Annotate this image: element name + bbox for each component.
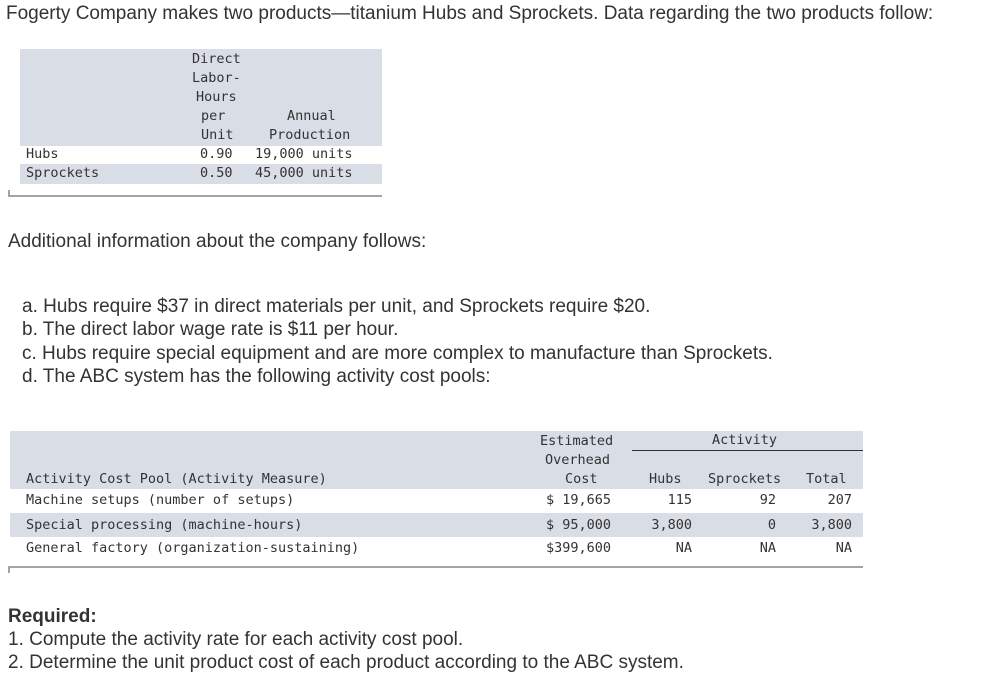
- pool-cost: $ 19,665: [546, 492, 612, 508]
- required-item: 2. Determine the unit product cost of ea…: [8, 652, 684, 673]
- table1-header-dlh-5: Unit: [201, 127, 234, 143]
- table1-header-annual-1: Annual: [287, 108, 336, 124]
- table1-row-production: 19,000 units: [255, 146, 353, 162]
- table1-row-band: [20, 164, 382, 184]
- note-item: b. The direct labor wage rate is $11 per…: [22, 319, 399, 340]
- table2-header-hubs: Hubs: [649, 471, 682, 487]
- table1-row-product: Hubs: [26, 146, 59, 162]
- note-item: a. Hubs require $37 in direct materials …: [22, 296, 651, 317]
- table1-header-dlh-3: Hours: [196, 89, 237, 105]
- pool-cost: $ 95,000: [546, 517, 612, 533]
- table1-header-dlh-4: per: [201, 108, 226, 124]
- table1-header-dlh-2: Labor-: [192, 70, 241, 86]
- pool-total: 3,800: [811, 517, 852, 533]
- table1-bottom-rule: [8, 195, 382, 197]
- table1-header-dlh-1: Direct: [192, 51, 241, 67]
- pool-hubs: 115: [667, 492, 692, 508]
- note-item: d. The ABC system has the following acti…: [22, 366, 491, 387]
- table1-row-dlh: 0.50: [200, 165, 233, 181]
- table2-header-band: [10, 431, 863, 489]
- pool-total: 207: [827, 492, 852, 508]
- table2-bottom-rule: [8, 566, 863, 568]
- pool-hubs: 3,800: [651, 517, 692, 533]
- additional-info-text: Additional information about the company…: [8, 231, 427, 252]
- pool-hubs: NA: [675, 540, 692, 556]
- pool-name: Machine setups (number of setups): [26, 492, 295, 508]
- table1-header-band: [20, 49, 382, 146]
- pool-total: NA: [835, 540, 852, 556]
- table2-header-total: Total: [806, 471, 847, 487]
- note-item: c. Hubs require special equipment and ar…: [22, 343, 773, 364]
- required-item: 1. Compute the activity rate for each ac…: [8, 629, 464, 650]
- table1-row-product: Sprockets: [26, 165, 100, 181]
- pool-cost: $399,600: [546, 540, 612, 556]
- table1-row-dlh: 0.90: [200, 146, 233, 162]
- pool-sprockets: 92: [759, 492, 776, 508]
- intro-text: Fogerty Company makes two products—titan…: [6, 3, 934, 24]
- pool-sprockets: 0: [767, 517, 776, 533]
- table2-header-estimated-3: Cost: [565, 471, 598, 487]
- pool-name: Special processing (machine-hours): [26, 517, 303, 533]
- table2-header-activity: Activity: [712, 432, 778, 448]
- table1-header-annual-2: Production: [269, 127, 351, 143]
- activity-header-rule: [632, 450, 863, 451]
- pool-name: General factory (organization-sustaining…: [26, 540, 360, 556]
- table2-row-band: [10, 513, 863, 537]
- table2-header-estimated-2: Overhead: [545, 452, 611, 468]
- pool-sprockets: NA: [759, 540, 776, 556]
- table2-header-sprockets: Sprockets: [708, 471, 782, 487]
- table2-header-estimated-1: Estimated: [540, 433, 614, 449]
- table2-header-pool: Activity Cost Pool (Activity Measure): [26, 471, 327, 487]
- table1-row-production: 45,000 units: [255, 165, 353, 181]
- required-heading: Required:: [8, 606, 97, 627]
